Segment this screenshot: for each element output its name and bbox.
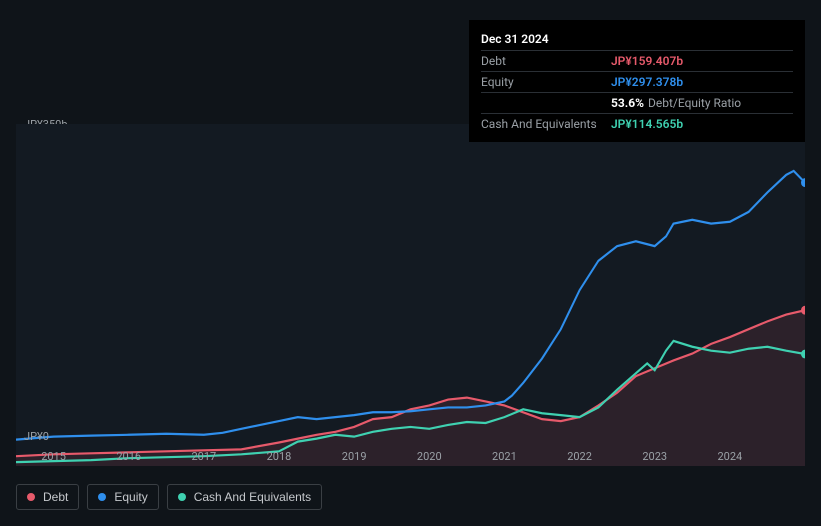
legend-dot-icon [178,493,186,501]
info-row-label: Cash And Equivalents [481,117,611,131]
chart-plot-area[interactable] [16,124,805,466]
x-axis-labels: 2015 2016 2017 2018 2019 2020 2021 2022 2023 2024 [16,450,805,470]
legend-item-debt[interactable]: Debt [16,484,79,510]
x-axis-tick: 2019 [342,450,367,463]
x-axis-tick: 2016 [116,450,141,463]
legend-label: Cash And Equivalents [194,490,311,504]
legend-dot-icon [98,493,106,501]
info-row-label: Debt [481,54,611,68]
info-row-label [481,96,611,110]
y-axis-label-bottom: JP¥0 [24,430,49,443]
info-date: Dec 31 2024 [481,28,793,50]
info-row-value: JP¥297.378b [611,75,683,89]
chart-legend: Debt Equity Cash And Equivalents [16,484,322,510]
info-row-ratio: 53.6%Debt/Equity Ratio [611,96,741,110]
info-row: Cash And EquivalentsJP¥114.565b [481,113,793,134]
info-panel: Dec 31 2024 DebtJP¥159.407bEquityJP¥297.… [469,20,805,142]
info-row: 53.6%Debt/Equity Ratio [481,92,793,113]
x-axis-tick: 2017 [191,450,216,463]
legend-label: Debt [43,490,68,504]
legend-label: Equity [114,490,147,504]
x-axis-tick: 2023 [642,450,667,463]
x-axis-tick: 2020 [417,450,442,463]
legend-dot-icon [27,493,35,501]
legend-item-equity[interactable]: Equity [87,484,158,510]
x-axis-tick: 2018 [267,450,292,463]
x-axis-tick: 2022 [567,450,592,463]
x-axis-tick: 2021 [492,450,517,463]
legend-item-cash-and-equivalents[interactable]: Cash And Equivalents [167,484,322,510]
info-row-value: JP¥159.407b [611,54,683,68]
info-row-label: Equity [481,75,611,89]
x-axis-tick: 2024 [717,450,742,463]
info-row: DebtJP¥159.407b [481,50,793,71]
info-row-value: JP¥114.565b [611,117,683,131]
info-row: EquityJP¥297.378b [481,71,793,92]
x-axis-tick: 2015 [41,450,66,463]
